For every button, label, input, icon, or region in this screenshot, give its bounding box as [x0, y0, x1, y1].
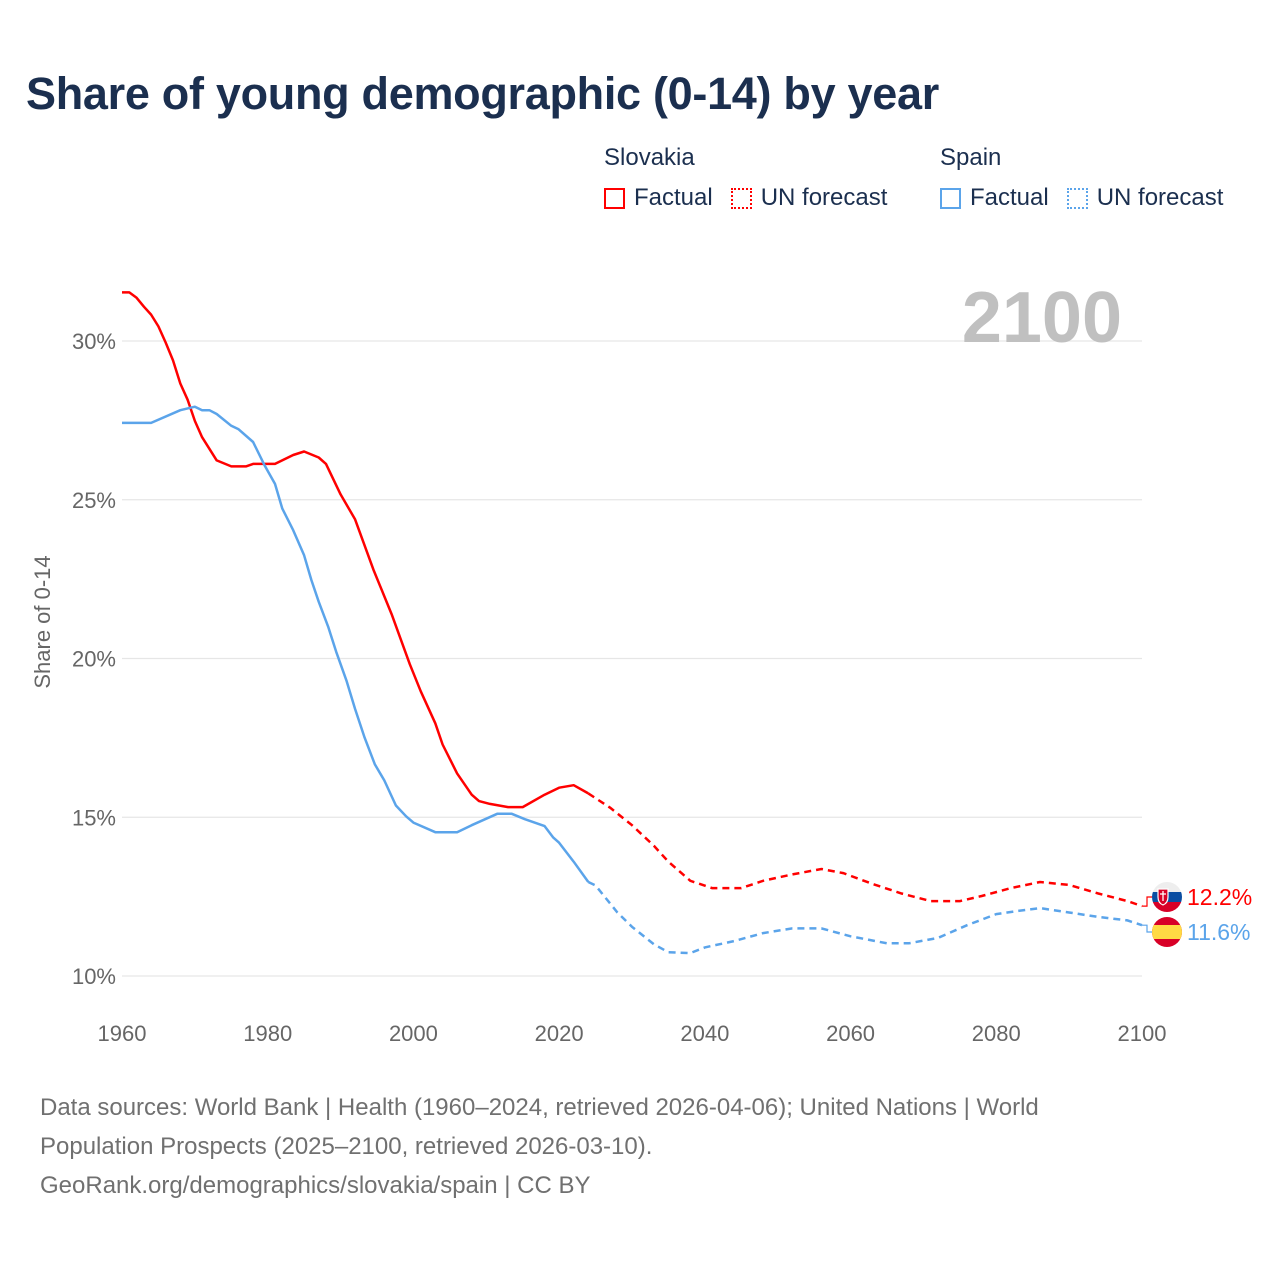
legend-swatch-dotted	[730, 187, 752, 209]
x-tick-label: 1960	[98, 1021, 147, 1046]
legend-spain-forecast[interactable]: UN forecast	[1066, 184, 1224, 212]
legend-slovakia-forecast[interactable]: UN forecast	[730, 184, 888, 212]
legend-spain: Spain Factual UN forecast	[940, 144, 1241, 212]
legend-swatch-solid	[940, 187, 961, 209]
slovakia-forecast-line	[587, 792, 1143, 908]
y-tick-label: 10%	[72, 964, 116, 989]
slovakia-end-connector	[1142, 896, 1152, 907]
slovakia-flag-icon	[1152, 882, 1182, 912]
x-tick-label: 2100	[1118, 1021, 1167, 1046]
x-tick-label: 2040	[680, 1021, 729, 1046]
year-watermark: 2100	[962, 278, 1122, 358]
y-tick-label: 30%	[72, 329, 116, 354]
chart-title: Share of young demographic (0-14) by yea…	[26, 68, 939, 119]
legend-label: UN forecast	[1096, 184, 1224, 211]
footer: Data sources: World Bank | Health (1960–…	[40, 1088, 1190, 1205]
legend-label: Factual	[634, 184, 713, 211]
slovakia-factual-line	[122, 291, 589, 809]
spain-forecast-line	[587, 880, 1143, 955]
slovakia-end-value: 12.2%	[1187, 884, 1252, 910]
footer-sources-2: Population Prospects (2025–2100, retriev…	[40, 1133, 653, 1160]
footer-sources-1: Data sources: World Bank | Health (1960–…	[40, 1094, 1039, 1121]
spain-end-connector	[1142, 924, 1152, 933]
x-tick-label: 2060	[826, 1021, 875, 1046]
legend-slovakia-factual[interactable]: Factual	[604, 184, 713, 212]
spain-end-value: 11.6%	[1187, 919, 1251, 945]
spain-factual-line	[122, 405, 590, 883]
legend-group-label: Spain	[940, 144, 1002, 171]
legend-label: UN forecast	[760, 184, 888, 211]
y-tick-label: 20%	[72, 647, 116, 672]
legend-label: Factual	[970, 184, 1049, 211]
x-tick-label: 2080	[972, 1021, 1021, 1046]
y-axis-label: Share of 0-14	[30, 555, 55, 688]
legend-slovakia: Slovakia Factual UN forecast	[604, 144, 905, 212]
legend-swatch-solid	[604, 187, 625, 209]
legend-group-label: Slovakia	[604, 144, 695, 171]
footer-attribution[interactable]: GeoRank.org/demographics/slovakia/spain …	[40, 1172, 591, 1199]
x-tick-label: 1980	[243, 1021, 292, 1046]
y-tick-label: 25%	[72, 488, 116, 513]
x-tick-label: 2020	[535, 1021, 584, 1046]
x-tick-label: 2000	[389, 1021, 438, 1046]
spain-flag-icon	[1152, 917, 1182, 947]
legend-swatch-dotted	[1066, 187, 1088, 209]
legend-spain-factual[interactable]: Factual	[940, 184, 1049, 212]
line-chart: 10% 15% 20% 25% 30% 1960 1980 2000 2020 2040 2060 2…	[30, 278, 1252, 1046]
y-tick-label: 15%	[72, 805, 116, 830]
